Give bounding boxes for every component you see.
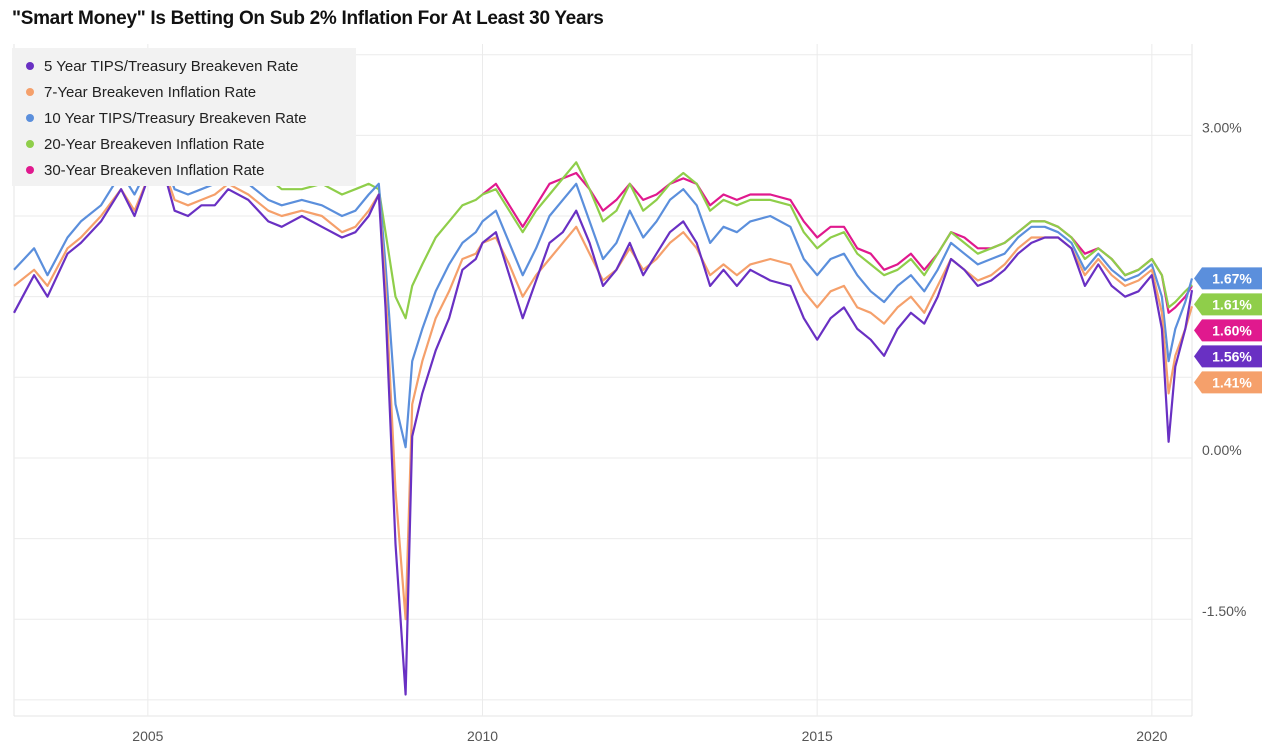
last-value-flag (1194, 319, 1262, 342)
x-tick-label: 2005 (132, 728, 163, 744)
legend-label: 5 Year TIPS/Treasury Breakeven Rate (44, 57, 299, 75)
series-line (117, 139, 1193, 320)
legend-label: 7-Year Breakeven Inflation Rate (44, 83, 257, 101)
series-line (13, 150, 1194, 449)
last-value-label: 1.60% (1212, 322, 1252, 338)
x-tick-label: 2015 (802, 728, 833, 744)
y-tick-label: 3.00% (1202, 119, 1242, 135)
legend-dot-icon (26, 62, 34, 70)
last-value-label: 1.61% (1212, 296, 1252, 312)
legend-dot-icon (26, 88, 34, 96)
series-line (13, 161, 1194, 696)
legend-dot-icon (26, 114, 34, 122)
legend-dot-icon (26, 166, 34, 174)
last-value-flag (1194, 293, 1262, 316)
legend-label: 20-Year Breakeven Inflation Rate (44, 135, 265, 153)
last-value-label: 1.67% (1212, 270, 1252, 286)
x-tick-label: 2010 (467, 728, 498, 744)
legend-item: 7-Year Breakeven Inflation Rate (26, 80, 256, 104)
chart-title: "Smart Money" Is Betting On Sub 2% Infla… (12, 8, 604, 29)
legend-item: 30-Year Breakeven Inflation Rate (26, 158, 264, 182)
last-value-label: 1.41% (1212, 374, 1252, 390)
y-tick-label: -1.50% (1202, 603, 1246, 619)
legend-item: 10 Year TIPS/Treasury Breakeven Rate (26, 106, 307, 130)
x-tick-label: 2020 (1136, 728, 1167, 744)
legend-item: 5 Year TIPS/Treasury Breakeven Rate (26, 54, 298, 78)
y-tick-label: 0.00% (1202, 442, 1242, 458)
legend-label: 30-Year Breakeven Inflation Rate (44, 161, 265, 179)
last-value-flag (1194, 371, 1262, 394)
last-value-label: 1.56% (1212, 348, 1252, 364)
x-axis-ticks: 2005 2010 2015 2020 (132, 728, 1167, 744)
legend-dot-icon (26, 140, 34, 148)
legend-item: 20-Year Breakeven Inflation Rate (26, 132, 264, 156)
last-value-flags: 1.67% 1.61% 1.60% 1.56% 1.41% (1194, 267, 1262, 394)
legend: 5 Year TIPS/Treasury Breakeven Rate 7-Yea… (12, 48, 356, 186)
series-lines (13, 139, 1194, 696)
last-value-flag (1194, 345, 1262, 368)
last-value-flag (1194, 267, 1262, 290)
legend-label: 10 Year TIPS/Treasury Breakeven Rate (44, 109, 307, 127)
series-line (13, 161, 1194, 621)
y-axis-ticks: 3.00% 0.00% -1.50% (1202, 119, 1246, 619)
